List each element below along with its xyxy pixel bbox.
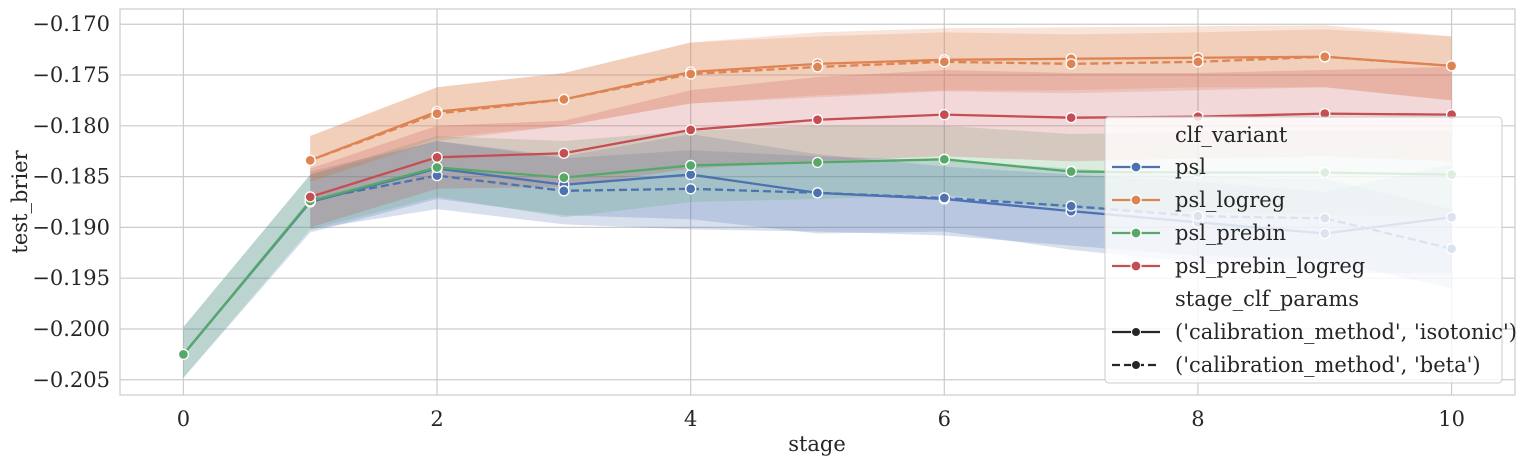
legend-style-label: ('calibration_method', 'isotonic') [1175, 320, 1517, 344]
data-point [431, 151, 443, 163]
x-tick-labels: 0 2 4 6 8 10 [177, 407, 1465, 431]
y-tick-labels: −0.205 −0.200 −0.195 −0.190 −0.185 −0.180 −0.1… [32, 12, 110, 392]
data-point [177, 348, 190, 361]
data-point [811, 114, 824, 126]
x-tick-label: 2 [430, 407, 443, 431]
legend-marker [1130, 260, 1142, 272]
x-tick-label: 6 [938, 407, 951, 431]
legend-entry-label: psl [1175, 155, 1206, 179]
data-point [938, 108, 950, 121]
y-tick-label: −0.205 [32, 368, 110, 392]
data-point [685, 68, 697, 80]
legend-entry-label: psl_prebin [1175, 221, 1286, 245]
y-axis-label: test_brier [8, 149, 32, 253]
data-point [558, 147, 570, 159]
data-point [558, 93, 570, 106]
data-point [938, 192, 950, 204]
legend-style-marker [1131, 327, 1141, 337]
data-point [938, 153, 950, 165]
data-point [1065, 112, 1077, 124]
y-tick-label: −0.185 [32, 165, 110, 189]
data-point [685, 183, 697, 195]
legend-box [1104, 116, 1503, 384]
data-point [1065, 200, 1077, 212]
confidence-band [310, 29, 1452, 182]
data-point [1192, 56, 1204, 68]
legend-marker [1130, 227, 1142, 239]
series-line [309, 112, 1452, 199]
legend-entry-label: psl_logreg [1175, 188, 1285, 212]
data-point [304, 191, 316, 203]
x-tick-label: 4 [684, 407, 697, 431]
data-point [685, 159, 697, 172]
data-point [558, 171, 570, 184]
data-point [431, 107, 443, 120]
x-axis-label: stage [788, 432, 846, 456]
confidence-band [310, 25, 1452, 182]
x-tick-label: 8 [1191, 407, 1204, 431]
y-tick-label: −0.195 [32, 266, 110, 290]
data-point [558, 185, 570, 197]
data-point [431, 161, 443, 174]
y-tick-label: −0.170 [32, 12, 110, 36]
data-point [1445, 60, 1458, 72]
y-tick-label: −0.190 [32, 215, 110, 239]
data-point [685, 124, 697, 136]
y-tick-label: −0.200 [32, 317, 110, 341]
x-tick-label: 0 [177, 407, 190, 431]
data-point [1319, 51, 1331, 63]
confidence-band [310, 66, 1452, 228]
legend-entry-label: psl_prebin_logreg [1175, 254, 1365, 278]
data-point [1065, 165, 1077, 178]
data-point [1065, 58, 1077, 70]
y-tick-label: −0.175 [32, 63, 110, 87]
data-point [811, 61, 824, 73]
legend-hue-title: clf_variant [1175, 123, 1288, 147]
legend-style-label: ('calibration_method', 'beta') [1175, 353, 1481, 377]
x-tick-label: 10 [1438, 407, 1465, 431]
legend-marker [1130, 194, 1142, 206]
data-point [811, 156, 824, 169]
legend-style-title: stage_clf_params [1175, 287, 1359, 311]
legend-marker [1130, 161, 1142, 173]
y-tick-label: −0.180 [32, 114, 110, 138]
legend-style-marker [1131, 360, 1141, 370]
series-line [309, 55, 1452, 162]
data-point [938, 56, 950, 68]
data-point [304, 154, 316, 167]
data-point [811, 187, 824, 199]
